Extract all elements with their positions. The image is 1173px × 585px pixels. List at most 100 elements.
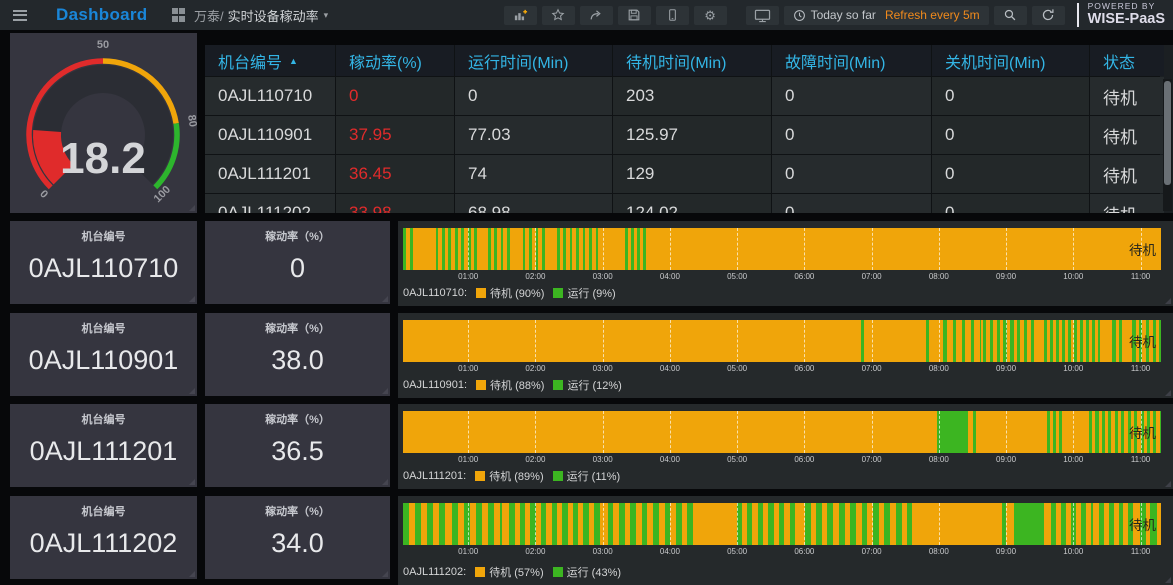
save-icon: [628, 9, 640, 21]
running-segment: [1159, 411, 1161, 453]
axis-tick-label: 10:00: [1063, 364, 1084, 373]
bar-status-label: 待机: [1129, 335, 1156, 350]
time-range-picker[interactable]: Today so far Refresh every 5m: [783, 5, 989, 25]
utilization-rate-panel-title: 稼动率（%）: [265, 231, 330, 243]
running-segment: [907, 503, 913, 545]
axis-tick-label: 07:00: [861, 364, 882, 373]
running-segment: [872, 503, 879, 545]
settings-button[interactable]: ⚙: [693, 5, 727, 25]
running-segment: [415, 503, 422, 545]
table-scrollbar-thumb[interactable]: [1164, 81, 1171, 185]
status-table-panel: 机台编号 ▲ 稼动率(%) 运行时间(Min) 待机时间(Min) 故障时间(Min) 关机…: [205, 45, 1173, 213]
running-segment: [757, 503, 764, 545]
gridline: [669, 320, 671, 362]
gridline: [602, 503, 604, 545]
running-segment: [487, 503, 494, 545]
running-segment: [1059, 411, 1063, 453]
table-cell: 203: [613, 77, 771, 115]
table-cell: 0AJL110710: [205, 77, 335, 115]
powered-by-label: POWERED BY: [1087, 1, 1156, 12]
utilization-rate-value: 36.5: [271, 436, 324, 466]
axis-tick-label: 03:00: [592, 455, 613, 464]
running-segment: [454, 228, 458, 270]
axis-tick-label: 06:00: [794, 364, 815, 373]
timeline-bar: 待机: [403, 411, 1161, 453]
legend-series-label: 运行 (12%): [567, 380, 622, 392]
utilization-rate-panel: 稼动率（%） 38.0: [205, 313, 390, 396]
table-cell: 0: [772, 116, 931, 154]
share-button[interactable]: [579, 5, 613, 25]
axis-tick-label: 07:00: [861, 547, 882, 556]
running-segment: [1079, 320, 1084, 362]
table-cell: 0: [932, 155, 1089, 193]
save-button[interactable]: [617, 5, 651, 25]
table-header-cell[interactable]: 机台编号 ▲: [205, 45, 335, 76]
table-header-cell[interactable]: 运行时间(Min): [455, 45, 612, 76]
running-segment: [589, 228, 592, 270]
running-segment: [563, 228, 567, 270]
refresh-button[interactable]: [1031, 5, 1065, 25]
timeline-bar: 待机: [403, 320, 1161, 362]
navbar-right: ⚙ Today so far Refresh every 5m: [499, 2, 1173, 27]
running-segment: [519, 503, 526, 545]
menu-icon[interactable]: [0, 0, 40, 30]
table-header-cell[interactable]: 稼动率(%): [336, 45, 454, 76]
table-header-label: 关机时间(Min): [945, 54, 1046, 72]
table-header-label: 稼动率(%): [349, 54, 422, 72]
gridline: [804, 503, 806, 545]
breadcrumb[interactable]: 万泰/ 实时设备稼动率 ▾: [194, 6, 328, 25]
axis-tick-label: 02:00: [525, 364, 546, 373]
gauge-threshold-arc-2: [153, 122, 180, 190]
running-segment: [1095, 411, 1099, 453]
running-segment: [540, 503, 547, 545]
star-button[interactable]: [541, 5, 575, 25]
table-header-cell[interactable]: 待机时间(Min): [613, 45, 771, 76]
table-cell: 0: [932, 194, 1089, 213]
axis-tick-label: 05:00: [727, 547, 748, 556]
timeline-bar: 待机: [403, 228, 1161, 270]
gridline: [1006, 320, 1008, 362]
utilization-rate-panel-title: 稼动率（%）: [265, 414, 330, 426]
axis-tick-label: 09:00: [996, 272, 1017, 281]
table-cell: 77.03: [455, 116, 612, 154]
gridline: [871, 503, 873, 545]
breadcrumb-page: 实时设备稼动率: [227, 8, 319, 24]
machine-id-value: 0AJL111201: [29, 436, 178, 466]
app-logo[interactable]: Dashboard: [56, 5, 148, 24]
axis-tick-label: 02:00: [525, 272, 546, 281]
gridline: [1006, 228, 1008, 270]
machine-id-value: 0AJL110710: [28, 253, 179, 283]
tv-mode-button[interactable]: [745, 5, 779, 25]
axis-tick-label: 09:00: [996, 455, 1017, 464]
running-segment: [1090, 503, 1093, 545]
running-segment: [522, 228, 526, 270]
running-segment: [1053, 411, 1057, 453]
search-button[interactable]: [993, 5, 1027, 25]
legend-color-swatch: [476, 380, 487, 390]
gridline: [535, 503, 537, 545]
table-header-cell[interactable]: 状态: [1090, 45, 1164, 76]
gauge-threshold-arc-0: [26, 58, 104, 190]
running-segment: [1001, 503, 1006, 545]
bar-status-label: 待机: [1129, 243, 1156, 258]
table-cell: 待机: [1090, 155, 1164, 193]
timeline-legend: 0AJL110901: 待机 (88%) 运行 (12%): [403, 377, 622, 393]
gridline: [669, 411, 671, 453]
monitor-icon: [754, 9, 770, 22]
gridline: [871, 411, 873, 453]
running-segment: [442, 228, 445, 270]
running-segment: [943, 320, 947, 362]
gridline: [535, 411, 537, 453]
table-header-cell[interactable]: 关机时间(Min): [932, 45, 1089, 76]
gauge-value: 18.2: [60, 134, 146, 183]
table-cell: 0AJL110901: [205, 116, 335, 154]
table-cell: 0: [772, 194, 931, 213]
axis-tick-label: 04:00: [659, 547, 680, 556]
add-panel-button[interactable]: [503, 5, 537, 25]
running-segment: [595, 228, 599, 270]
table-cell: 待机: [1090, 194, 1164, 213]
mobile-view-button[interactable]: [655, 5, 689, 25]
running-segment: [838, 503, 845, 545]
dashboard-grid-icon[interactable]: [171, 8, 185, 22]
table-header-cell[interactable]: 故障时间(Min): [772, 45, 931, 76]
